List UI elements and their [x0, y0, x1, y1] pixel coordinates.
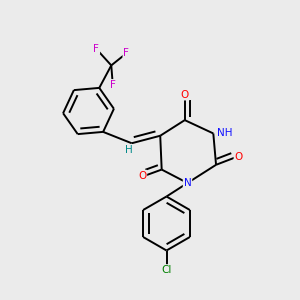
Text: O: O — [234, 152, 243, 162]
Text: NH: NH — [217, 128, 233, 138]
Text: F: F — [93, 44, 99, 54]
Text: N: N — [184, 178, 191, 188]
Text: Cl: Cl — [161, 265, 172, 275]
Text: F: F — [123, 48, 129, 59]
Text: O: O — [138, 171, 146, 181]
Text: H: H — [125, 145, 133, 155]
Text: F: F — [110, 80, 116, 90]
Text: O: O — [181, 90, 189, 100]
